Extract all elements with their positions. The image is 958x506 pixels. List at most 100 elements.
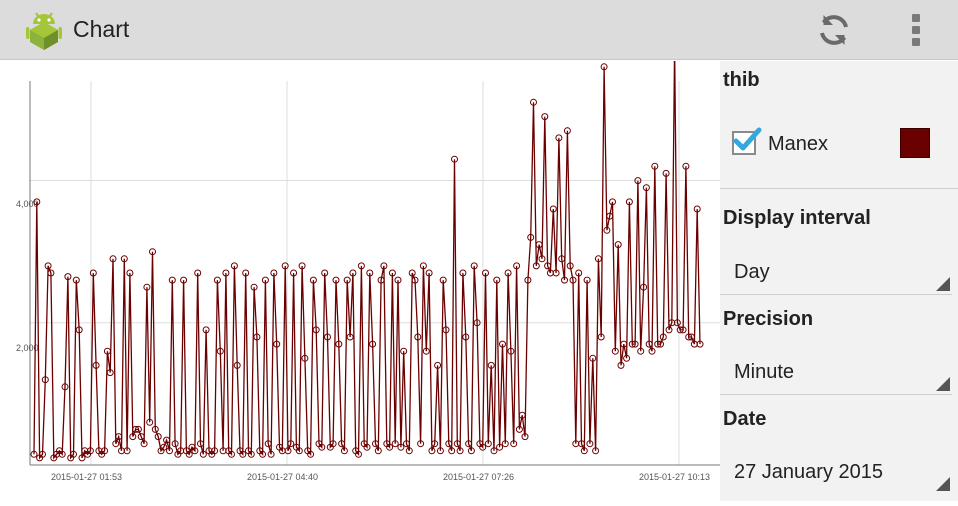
data-point <box>462 333 470 341</box>
y-tick-label: 2,000 <box>16 343 39 353</box>
data-point <box>445 440 453 448</box>
data-point <box>600 63 608 71</box>
data-point <box>343 276 351 284</box>
data-point <box>586 440 594 448</box>
data-point <box>301 354 309 362</box>
data-point <box>524 276 532 284</box>
data-point <box>580 447 588 455</box>
data-point <box>140 440 148 448</box>
data-point <box>273 340 281 348</box>
date-select[interactable]: 27 January 2015 <box>720 451 956 495</box>
data-point <box>603 226 611 234</box>
data-point <box>419 262 427 270</box>
chart-area: 2,000 4,000 2015-01-27 01:53 2015-01-27 … <box>0 41 720 501</box>
data-point <box>228 450 235 458</box>
data-point <box>634 177 642 185</box>
data-point <box>422 347 430 355</box>
data-point <box>197 440 204 448</box>
data-point <box>120 255 128 263</box>
data-point <box>609 198 616 206</box>
data-point <box>58 450 66 458</box>
data-point <box>597 333 605 341</box>
data-point <box>555 134 563 142</box>
series-color-swatch[interactable] <box>900 128 930 158</box>
display-interval-select[interactable]: Day <box>720 251 956 295</box>
data-point <box>487 361 495 369</box>
data-point <box>312 326 320 334</box>
data-point <box>490 447 498 455</box>
data-point <box>640 283 648 291</box>
data-point <box>129 433 137 441</box>
data-point <box>417 440 425 448</box>
data-point <box>199 450 207 458</box>
data-point <box>575 269 583 277</box>
data-point <box>239 450 247 458</box>
data-point <box>106 369 114 377</box>
data-point <box>566 262 574 270</box>
data-point <box>561 276 568 284</box>
data-point <box>386 443 394 451</box>
data-point <box>535 241 543 249</box>
data-point <box>448 447 456 455</box>
data-point <box>679 326 687 334</box>
data-point <box>642 184 650 192</box>
data-point <box>324 333 331 341</box>
data-point <box>287 440 295 448</box>
action-bar: Chart <box>0 0 958 60</box>
overflow-menu-icon[interactable] <box>906 12 926 48</box>
data-point <box>281 262 289 270</box>
data-point <box>103 347 111 355</box>
data-point <box>532 262 540 270</box>
data-point <box>589 354 597 362</box>
data-point <box>369 340 377 348</box>
series-manex <box>30 41 704 462</box>
data-point <box>473 319 481 327</box>
data-point <box>544 262 552 270</box>
data-point <box>284 447 292 455</box>
data-point <box>72 276 80 284</box>
data-point <box>30 450 38 458</box>
data-point <box>456 447 464 455</box>
data-point <box>250 283 258 291</box>
data-point <box>75 326 83 334</box>
data-point <box>346 333 354 341</box>
data-point <box>259 450 267 458</box>
data-point <box>400 347 408 355</box>
refresh-icon[interactable] <box>814 10 854 50</box>
data-point <box>451 155 458 163</box>
data-point <box>625 198 633 206</box>
data-point <box>374 447 382 455</box>
data-point <box>230 262 238 270</box>
data-point <box>628 340 636 348</box>
date-title: Date <box>723 408 767 430</box>
data-point <box>338 440 346 448</box>
app-title: Chart <box>73 16 130 42</box>
data-point <box>651 162 659 170</box>
data-point <box>211 447 219 455</box>
precision-select[interactable]: Minute <box>720 351 956 395</box>
data-point <box>180 276 188 284</box>
checkmark-icon <box>733 127 762 151</box>
data-point <box>673 319 681 327</box>
data-point <box>538 255 546 263</box>
data-point <box>242 269 250 277</box>
data-point <box>558 255 566 263</box>
series-label[interactable]: Manex <box>768 133 829 155</box>
data-point <box>541 113 549 121</box>
data-point <box>493 276 501 284</box>
data-point <box>216 347 224 355</box>
data-point <box>470 262 478 270</box>
data-point <box>70 450 77 458</box>
series-checkbox[interactable] <box>732 127 762 155</box>
data-point <box>377 276 385 284</box>
android-icon[interactable] <box>22 8 66 52</box>
data-point <box>388 269 396 277</box>
data-point <box>501 440 509 448</box>
data-point <box>685 333 693 341</box>
data-point <box>329 440 337 448</box>
data-point <box>662 169 670 177</box>
data-point <box>394 276 402 284</box>
data-point <box>482 269 489 277</box>
data-point <box>620 340 628 348</box>
data-point <box>614 241 622 249</box>
